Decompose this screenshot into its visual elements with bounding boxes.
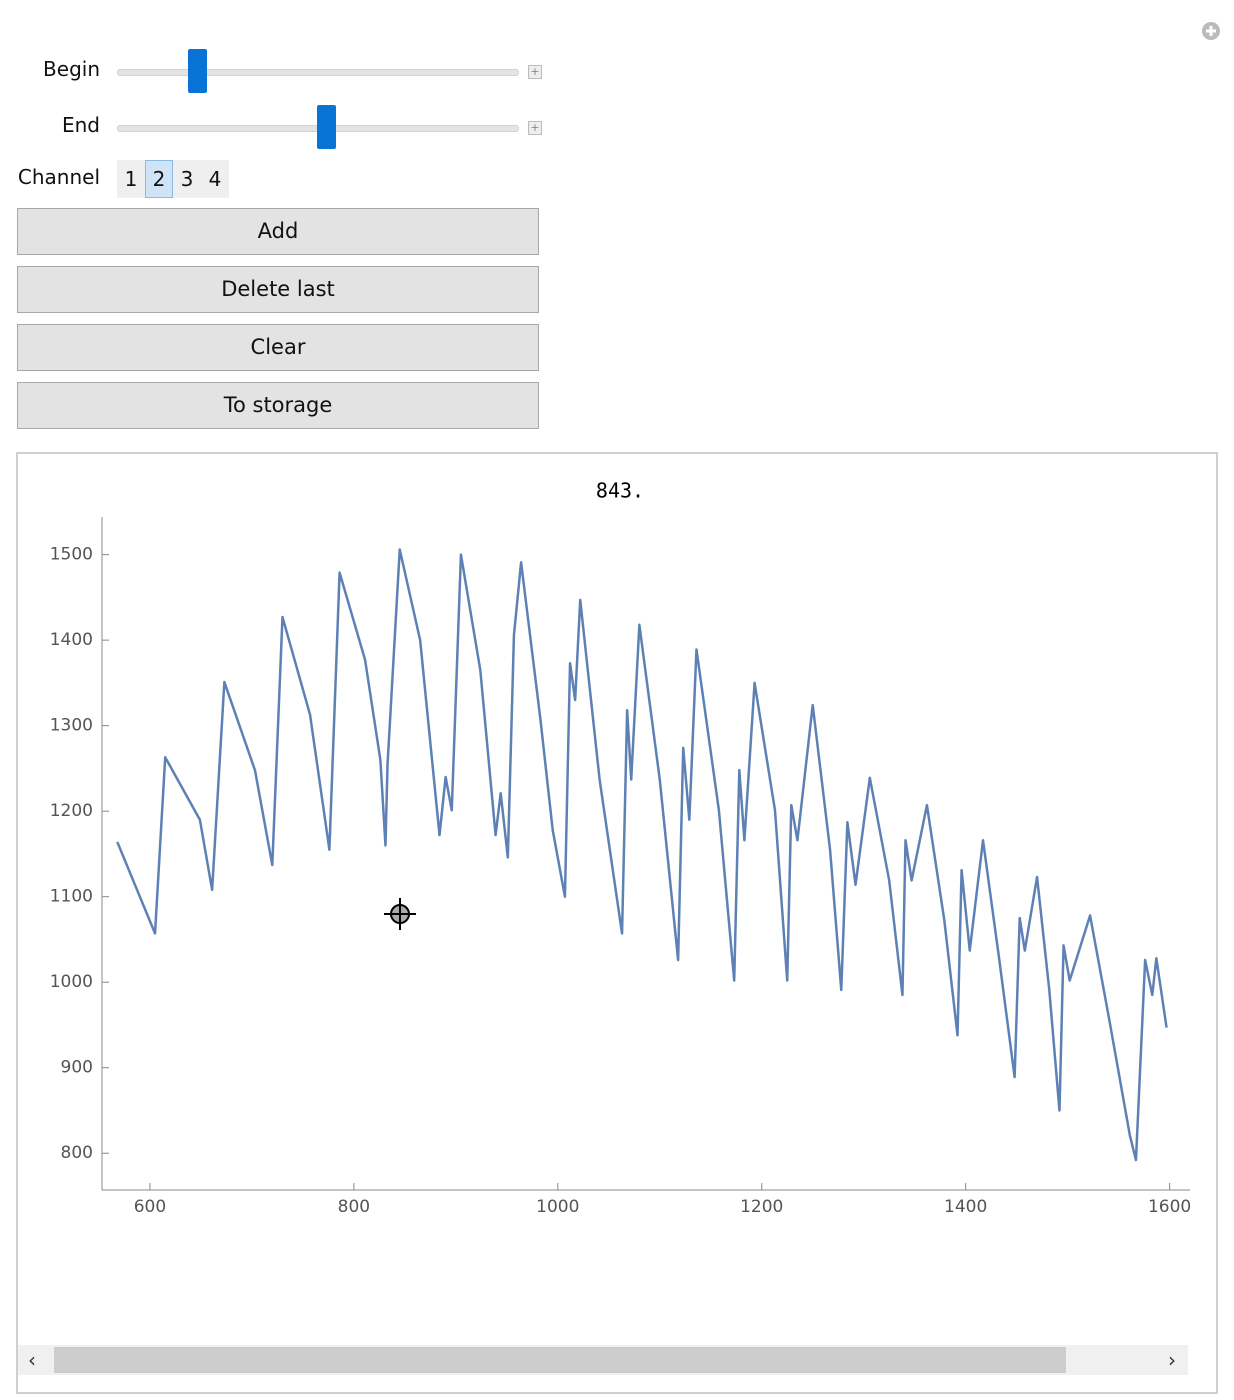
channel-option[interactable]: 4 bbox=[208, 167, 222, 191]
horizontal-scrollbar[interactable]: ‹ › bbox=[18, 1345, 1188, 1375]
y-tick-label: 900 bbox=[61, 1058, 93, 1078]
plot-frame bbox=[16, 452, 1218, 1394]
x-tick-label: 1200 bbox=[740, 1197, 783, 1217]
button[interactable]: Delete last bbox=[17, 266, 539, 313]
y-tick-label: 1000 bbox=[50, 972, 93, 992]
channel-option[interactable]: 3 bbox=[180, 167, 194, 191]
data-line bbox=[116, 548, 1168, 1162]
end-label: End bbox=[61, 113, 100, 137]
x-tick-label: 800 bbox=[338, 1197, 370, 1217]
y-tick-label: 1200 bbox=[50, 801, 93, 821]
begin-expand[interactable]: + bbox=[528, 65, 542, 79]
y-tick-label: 1400 bbox=[50, 630, 93, 650]
begin-label: Begin bbox=[43, 57, 100, 81]
y-tick-label: 1100 bbox=[50, 887, 93, 907]
x-tick-label: 1600 bbox=[1148, 1197, 1191, 1217]
end-slider-thumb[interactable] bbox=[317, 105, 336, 149]
x-tick-label: 1400 bbox=[944, 1197, 987, 1217]
chart-title: 843. bbox=[596, 479, 644, 503]
button[interactable]: Add bbox=[17, 208, 539, 255]
begin-slider-thumb[interactable] bbox=[188, 49, 207, 93]
x-tick-label: 1000 bbox=[536, 1197, 579, 1217]
button[interactable]: Clear bbox=[17, 324, 539, 371]
channel-label: Channel bbox=[17, 165, 100, 189]
channel-option[interactable]: 2 bbox=[145, 160, 173, 198]
begin-slider-track[interactable] bbox=[117, 69, 519, 76]
scroll-thumb[interactable] bbox=[54, 1347, 1066, 1373]
cursor bbox=[384, 898, 416, 930]
button[interactable]: To storage bbox=[17, 382, 539, 429]
y-tick-label: 800 bbox=[61, 1143, 93, 1163]
channel-option[interactable]: 1 bbox=[124, 167, 138, 191]
settings-icon[interactable] bbox=[1200, 21, 1222, 43]
x-tick-label: 600 bbox=[134, 1197, 166, 1217]
chart: 843. 600 800 1000 1200 1400 1600 800 900 1000 110… bbox=[50, 479, 1192, 1218]
end-expand[interactable]: + bbox=[528, 121, 542, 135]
y-tick-label: 1300 bbox=[50, 716, 93, 736]
y-tick-label: 1500 bbox=[50, 545, 93, 565]
